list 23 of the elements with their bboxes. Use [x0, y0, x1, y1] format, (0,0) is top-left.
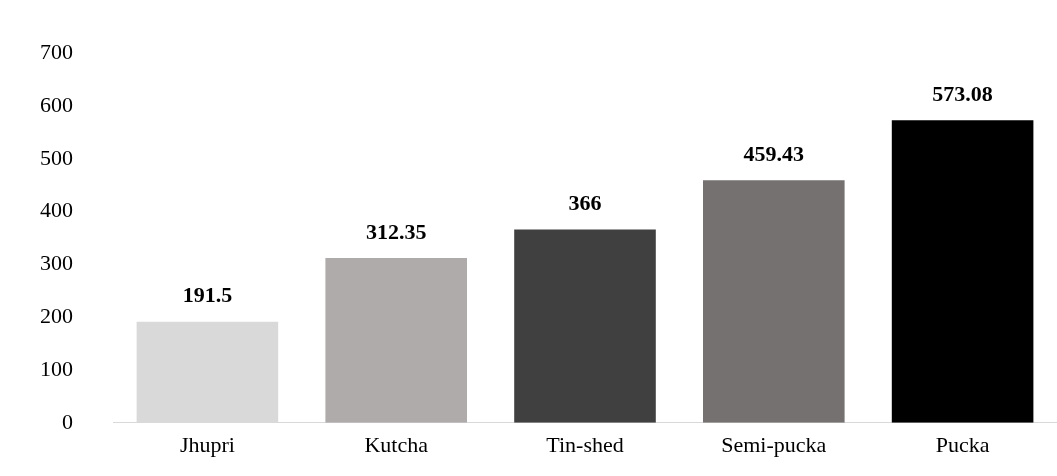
y-tick-label: 500	[40, 144, 73, 170]
data-label: 366	[568, 190, 602, 216]
y-tick-label: 200	[40, 302, 73, 328]
bar	[325, 257, 467, 423]
y-tick-label: 600	[40, 91, 73, 117]
data-label: 191.5	[182, 282, 233, 308]
y-tick-label: 400	[40, 197, 73, 223]
y-tick-label: 0	[62, 408, 73, 434]
bar	[891, 120, 1034, 423]
y-tick-label: 700	[40, 38, 73, 64]
data-label: 312.35	[365, 218, 427, 244]
x-tick-label: Pucka	[935, 431, 990, 457]
data-label: 573.08	[932, 80, 993, 106]
y-tick-label: 100	[40, 355, 73, 381]
x-tick-label: Jhupri	[179, 431, 235, 457]
bar	[703, 180, 845, 423]
y-tick-label: 300	[40, 250, 73, 276]
bar	[514, 229, 656, 423]
x-tick-label: Semi-pucka	[721, 431, 827, 457]
bar	[136, 321, 279, 423]
x-tick-label: Tin-shed	[546, 431, 624, 457]
data-label: 459.43	[743, 140, 805, 166]
x-tick-label: Kutcha	[364, 431, 429, 457]
